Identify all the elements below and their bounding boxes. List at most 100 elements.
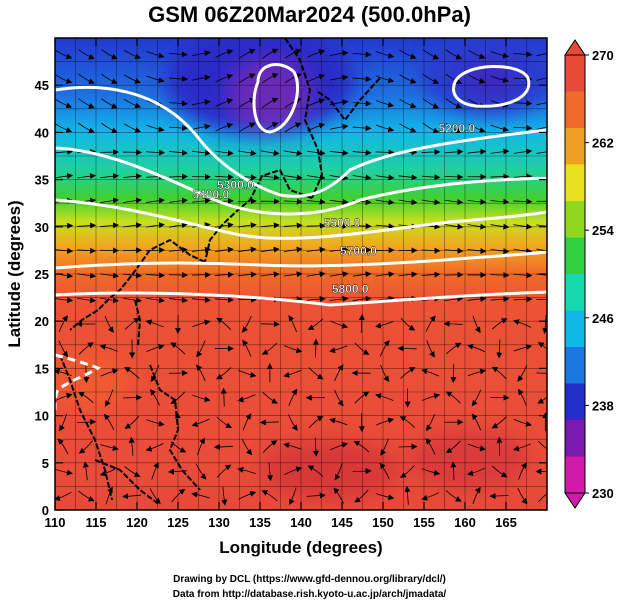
- wind-vector: [450, 461, 457, 481]
- wind-vector: [260, 150, 280, 157]
- x-axis-ticks: 110 115 120 125 130 135 140 145 150 155 160 165: [45, 38, 517, 530]
- wind-vector: [122, 493, 142, 500]
- wind-vector: [352, 75, 372, 82]
- wind-vector: [467, 223, 487, 230]
- wind-vector: [352, 125, 372, 132]
- wind-vector: [398, 199, 418, 206]
- wind-vector: [170, 441, 187, 453]
- wind-vector: [214, 246, 234, 253]
- wind-vector: [170, 391, 186, 405]
- wind-vector: [354, 342, 370, 355]
- wind-vector: [513, 51, 533, 58]
- wind-vector: [375, 321, 394, 329]
- wind-vector: [307, 49, 326, 58]
- wind-vector: [375, 493, 395, 501]
- wind-vector: [146, 124, 165, 133]
- wind-vector: [191, 149, 211, 156]
- wind-vector: [57, 438, 69, 455]
- wind-vector: [168, 149, 188, 156]
- wind-vector: [375, 174, 395, 181]
- wind-vector: [330, 320, 349, 329]
- wind-vector: [146, 75, 165, 84]
- wind-vector: [169, 197, 188, 204]
- x-tick-label: 165: [495, 515, 517, 530]
- wind-vector: [352, 149, 372, 156]
- wind-vector: [124, 317, 141, 330]
- wind-vector: [467, 368, 487, 377]
- x-tick-label: 125: [167, 515, 189, 530]
- wind-vector: [536, 273, 547, 276]
- wind-vector: [287, 414, 298, 431]
- wind-vector: [513, 248, 533, 255]
- wind-vector: [444, 148, 464, 155]
- wind-vector: [421, 393, 441, 401]
- wind-vector: [538, 489, 547, 503]
- wind-vector: [100, 368, 119, 377]
- wind-vector: [260, 174, 280, 181]
- colorbar: 230 238 246 254 262 270: [564, 39, 614, 509]
- wind-vector: [444, 173, 464, 180]
- wind-vector: [379, 462, 390, 480]
- y-tick-label: 35: [35, 173, 49, 188]
- wind-vector: [288, 487, 297, 506]
- wind-vector: [329, 74, 349, 81]
- wind-vector: [467, 247, 487, 254]
- chart-title: GSM 06Z20Mar2024 (500.0hPa): [148, 2, 471, 27]
- wind-vector: [123, 222, 143, 229]
- wind-vector: [422, 73, 440, 85]
- wind-vector: [471, 413, 482, 431]
- y-axis-ticks: 0 5 10 15 20 25 30 35 40 45: [35, 78, 547, 518]
- wind-vector: [445, 490, 462, 502]
- wind-vector: [238, 73, 256, 84]
- wind-vector: [513, 296, 533, 303]
- wind-vector: [192, 74, 211, 81]
- wind-vector: [536, 224, 547, 227]
- wind-vector: [354, 489, 369, 503]
- wind-vector: [284, 122, 302, 133]
- wind-vector: [261, 342, 278, 355]
- wind-vector: [77, 272, 97, 279]
- wind-vector: [124, 367, 140, 379]
- wind-vector: [283, 222, 303, 229]
- wind-vector: [491, 318, 508, 330]
- wind-vector: [77, 247, 97, 254]
- wind-vector: [168, 125, 188, 132]
- wind-vector: [329, 198, 349, 205]
- wind-vector: [334, 389, 344, 407]
- wind-vector: [513, 344, 533, 352]
- wind-vector: [513, 272, 533, 279]
- wind-vector: [306, 271, 326, 278]
- y-tick-label: 15: [35, 361, 49, 376]
- colorbar-swatch: [565, 91, 585, 129]
- wind-vector: [216, 416, 233, 428]
- wind-vector: [261, 48, 279, 59]
- wind-vector: [77, 222, 97, 229]
- wind-vector: [421, 492, 440, 501]
- wind-vector: [352, 223, 372, 230]
- wind-vector: [103, 413, 115, 431]
- wind-vector: [536, 77, 547, 81]
- wind-vector: [145, 443, 164, 452]
- wind-vector: [467, 343, 486, 353]
- wind-vector: [352, 247, 372, 254]
- wind-vector: [191, 197, 211, 204]
- wind-vector: [329, 417, 348, 426]
- wind-vector: [149, 488, 161, 505]
- wind-vector: [375, 75, 395, 84]
- wind-vector: [352, 100, 372, 107]
- wind-vector: [467, 295, 487, 302]
- wind-vector: [496, 339, 503, 359]
- wind-vector: [123, 49, 142, 60]
- wind-vector: [468, 74, 486, 84]
- wind-vector: [352, 199, 372, 206]
- wind-vector: [78, 490, 95, 502]
- wind-vector: [490, 272, 510, 279]
- colorbar-swatch: [565, 347, 585, 384]
- wind-vector: [352, 51, 372, 58]
- wind-vector: [472, 315, 481, 334]
- y-tick-label: 30: [35, 220, 49, 235]
- wind-vector: [517, 388, 527, 406]
- wind-vectors: [55, 48, 547, 506]
- colorbar-swatch: [565, 274, 585, 311]
